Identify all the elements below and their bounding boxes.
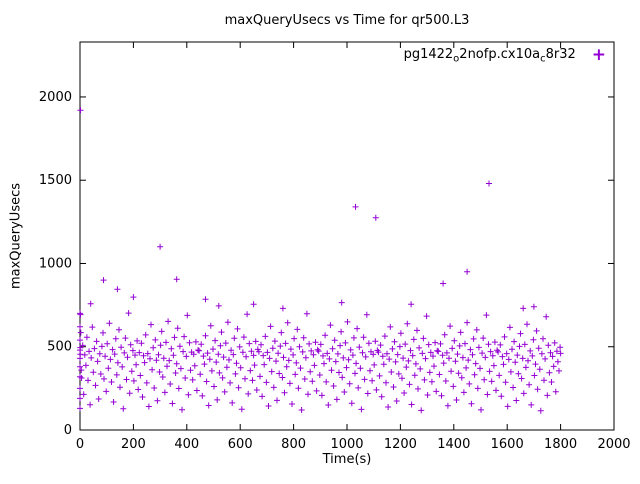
y-tick-label: 1000: [39, 256, 72, 271]
x-tick-label: 0: [76, 437, 84, 452]
y-tick-label: 0: [64, 423, 72, 438]
legend-label: pg1422o2nofp.cx10ac8r32: [403, 47, 576, 65]
x-tick-label: 1200: [384, 437, 417, 452]
x-axis-label: Time(s): [322, 452, 372, 467]
x-tick-label: 1000: [330, 437, 363, 452]
x-tick-label: 1400: [437, 437, 470, 452]
x-tick-label: 200: [121, 437, 146, 452]
y-tick-label: 2000: [39, 90, 72, 105]
x-tick-label: 1600: [491, 437, 524, 452]
y-axis-label: maxQueryUsecs: [8, 182, 24, 290]
legend: pg1422o2nofp.cx10ac8r32 +: [404, 47, 606, 65]
x-tick-label: 2000: [597, 437, 630, 452]
chart-title: maxQueryUsecs vs Time for qr500.L3: [224, 13, 470, 28]
x-tick-label: 1800: [544, 437, 577, 452]
x-tick-label: 400: [174, 437, 199, 452]
x-tick-label: 600: [228, 437, 253, 452]
y-tick-label: 500: [47, 340, 72, 355]
scatter-points: [77, 107, 564, 414]
legend-marker-plus-icon: +: [591, 45, 606, 66]
y-tick-label: 1500: [39, 173, 72, 188]
x-tick-label: 800: [281, 437, 306, 452]
